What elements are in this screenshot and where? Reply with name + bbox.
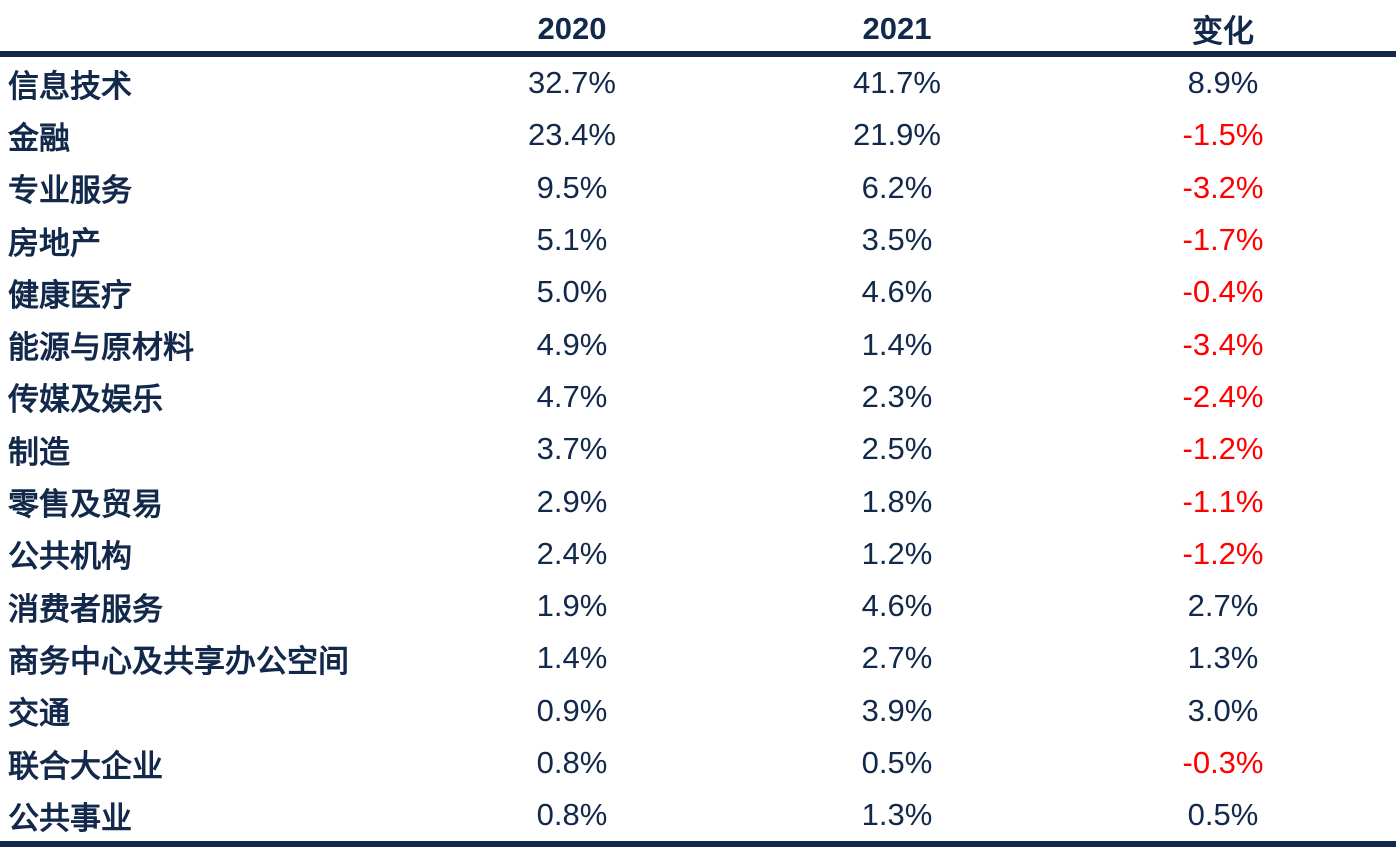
table-header: 2020 2021 变化 — [0, 0, 1396, 57]
value-change: -1.7% — [1182, 222, 1264, 258]
value-change: -0.4% — [1182, 274, 1264, 310]
value-2020: 0.8% — [536, 797, 608, 833]
value-change: -2.4% — [1182, 378, 1264, 414]
sector-label: 健康医疗 — [8, 277, 132, 313]
sector-label: 消费者服务 — [8, 591, 163, 627]
value-2020: 0.8% — [536, 745, 608, 780]
value-2021: 4.6% — [861, 274, 933, 310]
header-sector — [0, 0, 400, 57]
value-change: 3.0% — [1187, 692, 1259, 728]
table-row: 消费者服务 1.9% 4.6% 2.7% — [0, 580, 1396, 632]
value-2020: 5.0% — [536, 274, 608, 310]
value-2021: 21.9% — [853, 117, 941, 153]
table-row: 金融 23.4% 21.9% -1.5% — [0, 109, 1396, 161]
value-2020: 9.5% — [536, 169, 608, 205]
value-2020: 1.9% — [536, 588, 608, 624]
value-2020: 1.4% — [536, 640, 608, 676]
sector-label: 传媒及娱乐 — [8, 382, 163, 418]
sector-label: 金融 — [8, 120, 70, 156]
sector-label: 信息技术 — [8, 68, 132, 104]
table-row: 公共机构 2.4% 1.2% -1.2% — [0, 528, 1396, 580]
sector-label: 联合大企业 — [8, 748, 163, 784]
sector-label: 公共机构 — [8, 539, 132, 575]
value-2021: 1.8% — [861, 483, 933, 519]
value-change: -0.3% — [1182, 745, 1264, 780]
table-body: 信息技术 32.7% 41.7% 8.9% 金融 23.4% 21.9% -1.… — [0, 54, 1396, 844]
sector-label: 商务中心及共享办公空间 — [8, 643, 349, 679]
value-2020: 2.4% — [536, 535, 608, 571]
header-2021: 2021 — [744, 0, 1050, 57]
table-row: 公共事业 0.8% 1.3% 0.5% — [0, 789, 1396, 844]
sector-label: 能源与原材料 — [8, 330, 194, 366]
table-row: 交通 0.9% 3.9% 3.0% — [0, 685, 1396, 737]
value-2020: 5.1% — [536, 222, 608, 258]
value-2021: 3.9% — [861, 692, 933, 728]
header-2020: 2020 — [400, 0, 744, 57]
value-2021: 2.5% — [861, 431, 933, 467]
value-change: 0.5% — [1187, 797, 1259, 833]
table-row: 传媒及娱乐 4.7% 2.3% -2.4% — [0, 371, 1396, 423]
sector-label: 房地产 — [8, 225, 101, 261]
table-row: 能源与原材料 4.9% 1.4% -3.4% — [0, 318, 1396, 370]
value-2020: 4.7% — [536, 378, 608, 414]
table-row: 健康医疗 5.0% 4.6% -0.4% — [0, 266, 1396, 318]
value-2020: 32.7% — [528, 65, 616, 101]
value-2021: 1.2% — [861, 535, 933, 571]
header-row: 2020 2021 变化 — [0, 0, 1396, 57]
sector-label: 公共事业 — [8, 800, 132, 836]
value-2020: 2.9% — [536, 483, 608, 519]
sector-label: 制造 — [8, 434, 70, 470]
value-change: -1.2% — [1182, 535, 1264, 571]
value-2020: 4.9% — [536, 326, 608, 362]
value-change: -3.4% — [1182, 326, 1264, 362]
value-2020: 0.9% — [536, 692, 608, 728]
value-change: 1.3% — [1187, 640, 1259, 676]
table-row: 制造 3.7% 2.5% -1.2% — [0, 423, 1396, 475]
sector-label: 专业服务 — [8, 173, 132, 209]
value-change: -3.2% — [1182, 169, 1264, 205]
table-row: 信息技术 32.7% 41.7% 8.9% — [0, 54, 1396, 109]
value-change: -1.2% — [1182, 431, 1264, 467]
table-row: 专业服务 9.5% 6.2% -3.2% — [0, 162, 1396, 214]
value-change: 2.7% — [1187, 588, 1259, 624]
value-2021: 4.6% — [861, 588, 933, 624]
header-change: 变化 — [1050, 0, 1396, 57]
value-2021: 2.3% — [861, 378, 933, 414]
value-2021: 0.5% — [861, 745, 933, 780]
sector-label: 零售及贸易 — [8, 487, 163, 523]
value-2021: 3.5% — [861, 222, 933, 258]
value-2021: 6.2% — [861, 169, 933, 205]
value-2021: 1.4% — [861, 326, 933, 362]
table-row: 商务中心及共享办公空间 1.4% 2.7% 1.3% — [0, 632, 1396, 684]
value-2021: 1.3% — [861, 797, 933, 833]
table-row: 联合大企业 0.8% 0.5% -0.3% — [0, 737, 1396, 789]
value-change: -1.5% — [1182, 117, 1264, 153]
value-change: 8.9% — [1187, 65, 1259, 101]
table-row: 房地产 5.1% 3.5% -1.7% — [0, 214, 1396, 266]
value-2020: 23.4% — [528, 117, 616, 153]
value-2021: 41.7% — [853, 65, 941, 101]
value-2020: 3.7% — [536, 431, 608, 467]
value-2021: 2.7% — [861, 640, 933, 676]
table-row: 零售及贸易 2.9% 1.8% -1.1% — [0, 475, 1396, 527]
value-change: -1.1% — [1182, 483, 1264, 519]
sector-label: 交通 — [8, 696, 70, 732]
